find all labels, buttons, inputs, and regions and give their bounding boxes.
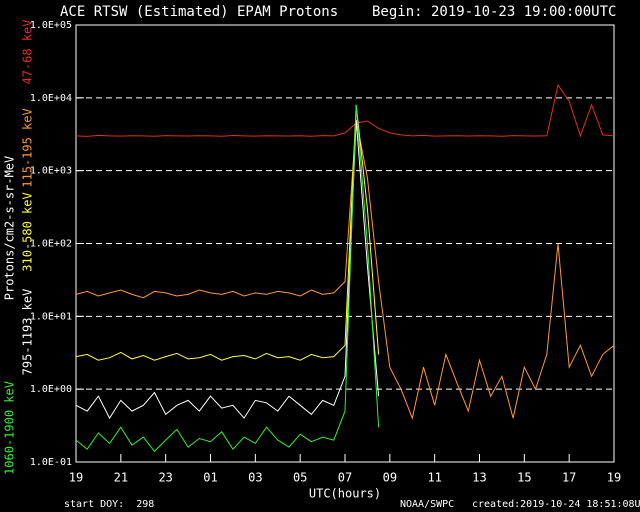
legend-label: 310-580 keV (21, 192, 35, 271)
x-tick-label: 23 (158, 471, 172, 485)
x-axis-label: UTC(hours) (309, 487, 381, 501)
x-tick-label: 05 (293, 471, 307, 485)
y-tick-label: 1.0E+01 (30, 311, 72, 322)
legend-label: 795-1193 keV (21, 289, 35, 376)
chart-title: ACE RTSW (Estimated) EPAM Protons (60, 4, 338, 20)
footer-left: start DOY: 298 (64, 499, 154, 510)
footer-center: NOAA/SWPC (400, 499, 454, 510)
series-line (75, 119, 615, 420)
legend-label: 115-195 keV (21, 108, 35, 187)
chart-subtitle: Begin: 2019-10-23 19:00:00UTC (372, 4, 616, 20)
y-tick-label: 1.0E-01 (30, 457, 72, 468)
x-tick-label: 19 (607, 471, 621, 485)
x-tick-label: 15 (517, 471, 531, 485)
x-tick-label: 09 (383, 471, 397, 485)
x-tick-label: 19 (69, 471, 83, 485)
series-line (75, 119, 380, 420)
y-tick-label: 1.0E+02 (30, 239, 72, 250)
legend-label: 1060-1900 keV (3, 381, 17, 475)
x-tick-label: 17 (562, 471, 576, 485)
y-tick-label: 1.0E+00 (30, 384, 72, 395)
series-line (75, 104, 380, 453)
footer-right: created:2019-10-24 18:51:08UTC (472, 499, 640, 510)
x-tick-label: 01 (203, 471, 217, 485)
x-tick-label: 03 (248, 471, 262, 485)
x-tick-label: 13 (472, 471, 486, 485)
y-tick-label: 1.0E+04 (30, 93, 72, 104)
legend-label: 47-68 keV (21, 19, 35, 84)
series-line (75, 104, 380, 361)
x-tick-label: 11 (427, 471, 441, 485)
series-line (75, 83, 615, 138)
x-tick-label: 07 (338, 471, 352, 485)
y-tick-label: 1.0E+05 (30, 20, 72, 31)
y-axis-label: Protons/cm2-s-sr-MeV (3, 156, 17, 301)
x-tick-label: 21 (114, 471, 128, 485)
y-tick-label: 1.0E+03 (30, 166, 72, 177)
